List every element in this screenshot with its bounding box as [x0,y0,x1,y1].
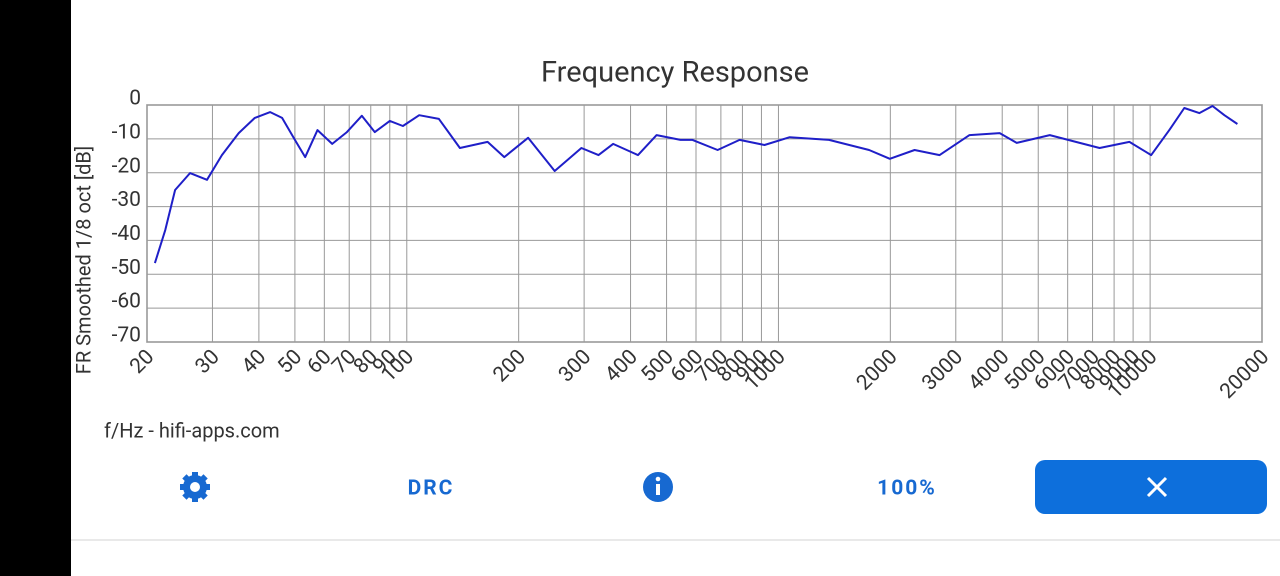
x-tick-label: 3000 [918,345,968,395]
x-tick-label: 200 [489,345,531,387]
x-tick-label: 40 [237,345,271,379]
x-tick-label: 20000 [1215,345,1274,404]
y-tick-label: -60 [112,290,141,314]
drc-button[interactable]: DRC [408,477,455,501]
zoom-button[interactable]: 100% [877,477,937,501]
x-tick-label: 30 [191,345,225,379]
close-icon [1146,476,1168,498]
fr-line [153,105,1238,264]
y-tick-label: -20 [112,154,141,178]
x-tick-label: 2000 [852,345,902,395]
close-bg [1035,460,1267,514]
y-tick-label: 0 [129,87,141,111]
close-button[interactable] [1035,460,1267,514]
x-tick-label: 20 [125,345,159,379]
y-tick-label: -40 [112,222,141,246]
y-tick-label: -50 [112,256,141,280]
gear-hole [190,482,200,492]
x-tick-label: 300 [554,345,596,387]
side-bar [0,0,71,576]
info-button[interactable] [643,472,673,502]
info-stem [656,484,660,495]
x-tick-label: 4000 [964,345,1014,395]
x-axis-label: f/Hz - hifi-apps.com [104,418,280,442]
y-tick-label: -30 [112,188,141,212]
chart-title: Frequency Response [541,56,809,90]
x-tick-label: 400 [601,345,643,387]
info-dot [655,476,661,482]
plot-frame [146,104,1263,343]
y-tick-label: -10 [112,120,141,144]
y-axis-label: FR Smoothed 1/8 oct [dB] [71,146,95,374]
settings-button[interactable] [180,472,210,502]
y-tick-label: -70 [112,324,141,348]
